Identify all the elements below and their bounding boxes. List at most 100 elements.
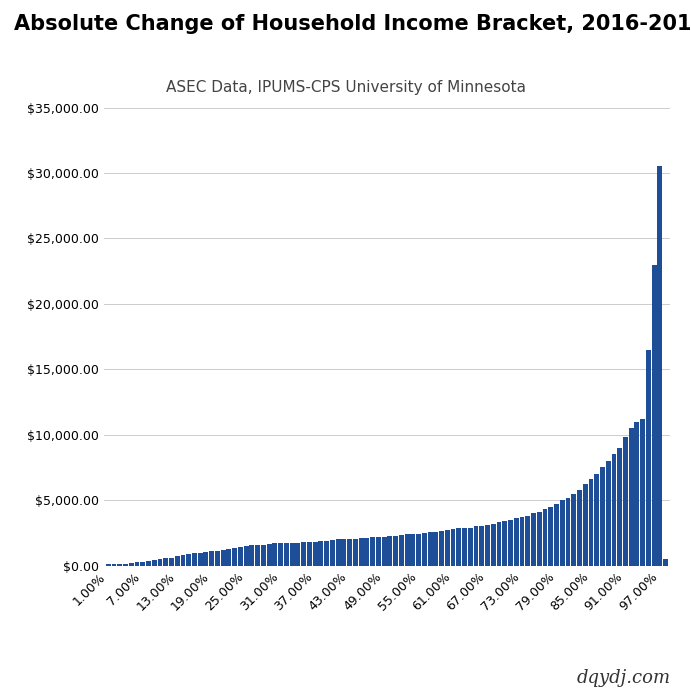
Bar: [433, 532, 438, 566]
Bar: [180, 555, 185, 566]
Bar: [117, 564, 122, 566]
Bar: [525, 516, 530, 566]
Bar: [657, 167, 663, 566]
Bar: [232, 548, 237, 566]
Bar: [405, 534, 410, 566]
Bar: [393, 536, 398, 566]
Bar: [106, 564, 111, 566]
Bar: [146, 561, 151, 566]
Bar: [589, 480, 594, 566]
Bar: [267, 544, 272, 566]
Bar: [330, 540, 335, 566]
Bar: [554, 504, 559, 566]
Bar: [123, 564, 128, 566]
Bar: [629, 428, 634, 566]
Bar: [399, 535, 404, 566]
Bar: [272, 543, 277, 566]
Bar: [485, 525, 490, 566]
Bar: [641, 419, 645, 566]
Bar: [187, 554, 191, 566]
Bar: [324, 541, 329, 566]
Bar: [249, 545, 254, 566]
Bar: [571, 493, 576, 566]
Text: ASEC Data, IPUMS-CPS University of Minnesota: ASEC Data, IPUMS-CPS University of Minne…: [166, 80, 525, 95]
Bar: [364, 538, 369, 566]
Bar: [238, 548, 243, 566]
Bar: [307, 542, 312, 566]
Bar: [284, 543, 289, 566]
Bar: [370, 537, 375, 566]
Bar: [617, 448, 622, 566]
Bar: [244, 546, 249, 566]
Bar: [410, 534, 415, 566]
Bar: [336, 539, 341, 566]
Bar: [220, 550, 226, 566]
Bar: [192, 553, 197, 566]
Bar: [531, 514, 536, 566]
Bar: [215, 551, 220, 566]
Bar: [135, 562, 140, 566]
Bar: [341, 539, 346, 566]
Text: Absolute Change of Household Income Bracket, 2016-2017: Absolute Change of Household Income Brac…: [14, 14, 691, 34]
Bar: [439, 531, 444, 566]
Bar: [227, 548, 231, 566]
Bar: [634, 422, 639, 566]
Bar: [612, 455, 616, 566]
Bar: [129, 563, 133, 566]
Bar: [623, 437, 628, 566]
Bar: [376, 537, 381, 566]
Bar: [319, 541, 323, 566]
Bar: [445, 530, 450, 566]
Bar: [359, 538, 363, 566]
Bar: [468, 527, 473, 566]
Bar: [290, 543, 294, 566]
Bar: [663, 559, 668, 566]
Bar: [652, 264, 656, 566]
Bar: [491, 524, 495, 566]
Bar: [646, 350, 651, 566]
Bar: [462, 527, 467, 566]
Bar: [600, 468, 605, 566]
Bar: [480, 525, 484, 566]
Bar: [203, 552, 209, 566]
Bar: [111, 564, 117, 566]
Bar: [560, 500, 565, 566]
Bar: [514, 518, 519, 566]
Bar: [353, 539, 358, 566]
Bar: [296, 543, 301, 566]
Bar: [209, 551, 214, 566]
Bar: [456, 528, 461, 566]
Bar: [497, 523, 502, 566]
Bar: [422, 533, 427, 566]
Bar: [548, 507, 553, 566]
Bar: [508, 520, 513, 566]
Bar: [473, 526, 478, 566]
Bar: [140, 561, 145, 566]
Bar: [428, 532, 433, 566]
Bar: [565, 498, 571, 566]
Bar: [163, 559, 168, 566]
Bar: [542, 509, 547, 566]
Bar: [158, 559, 162, 566]
Bar: [502, 521, 507, 566]
Bar: [278, 543, 283, 566]
Bar: [169, 558, 174, 566]
Bar: [175, 557, 180, 566]
Text: dqydj.com: dqydj.com: [576, 669, 670, 687]
Bar: [583, 484, 587, 566]
Bar: [255, 545, 260, 566]
Bar: [261, 545, 266, 566]
Bar: [606, 461, 611, 566]
Bar: [594, 474, 599, 566]
Bar: [301, 542, 306, 566]
Bar: [381, 537, 386, 566]
Bar: [152, 560, 157, 566]
Bar: [347, 539, 352, 566]
Bar: [313, 542, 318, 566]
Bar: [520, 517, 524, 566]
Bar: [537, 512, 542, 566]
Bar: [451, 529, 455, 566]
Bar: [416, 534, 421, 566]
Bar: [198, 552, 202, 566]
Bar: [388, 536, 392, 566]
